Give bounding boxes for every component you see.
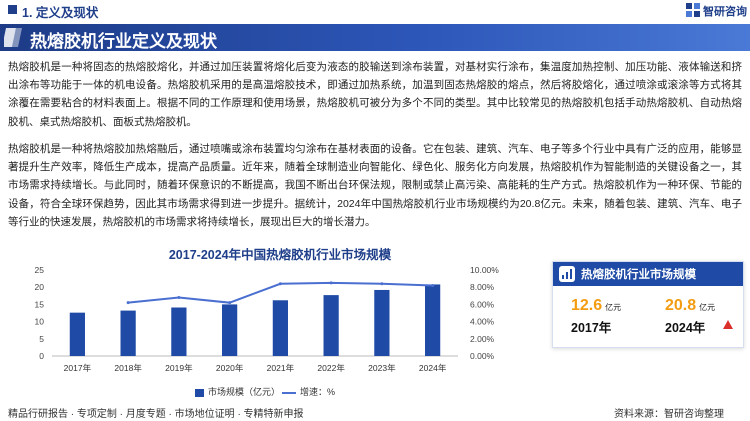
footer-source: 资料来源：智研咨询整理 xyxy=(614,409,724,420)
banner-decoration-icon xyxy=(4,28,22,47)
legend-line-label: 增速：% xyxy=(300,387,336,397)
brand-name: 智研咨询 xyxy=(703,6,747,18)
growth-point-2021年 xyxy=(278,282,282,286)
left-tick-label: 25 xyxy=(35,265,45,275)
footer: 精品行研报告 · 专项定制 · 月度专题 · 市场地位证明 · 专精特新申报 资… xyxy=(0,405,750,421)
legend-bar-label: 市场规模（亿元） xyxy=(208,387,281,397)
up-arrow-icon xyxy=(723,320,733,329)
x-tick-label: 2023年 xyxy=(368,363,396,373)
left-tick-label: 10 xyxy=(35,317,45,327)
growth-point-2024年 xyxy=(431,283,435,287)
bar-2017年 xyxy=(69,312,85,356)
bar-2024年 xyxy=(425,284,441,356)
footer-services: 精品行研报告 · 专项定制 · 月度专题 · 市场地位证明 · 专精特新申报 xyxy=(8,409,304,420)
year-2024: 2024年 xyxy=(665,321,706,335)
title-banner: 热熔胶机行业定义及现状 xyxy=(0,24,750,51)
x-tick-label: 2022年 xyxy=(317,363,345,373)
market-size-card: 热熔胶机行业市场规模 12.6 亿元 2017年 20.8 亿元 2024年 xyxy=(552,261,744,348)
right-tick-label: 2.00% xyxy=(470,334,495,344)
legend-line-swatch xyxy=(282,391,296,394)
right-tick-label: 0.00% xyxy=(470,351,495,361)
bar-2019年 xyxy=(171,307,187,356)
growth-point-2018年 xyxy=(126,301,130,305)
value-2017: 12.6 亿元 xyxy=(571,297,622,314)
top-bar: 1. 定义及现状 智研咨询 xyxy=(0,0,750,20)
growth-point-2020年 xyxy=(228,301,232,305)
left-tick-label: 15 xyxy=(35,299,45,309)
banner-title: 热熔胶机行业定义及现状 xyxy=(30,32,217,51)
x-tick-label: 2024年 xyxy=(419,363,447,373)
right-tick-label: 6.00% xyxy=(470,299,495,309)
x-tick-label: 2020年 xyxy=(216,363,244,373)
definition-paragraph: 热熔胶机是一种将固态的热熔胶熔化，并通过加压装置将熔化后变为液态的胶输送到涂布装… xyxy=(8,61,742,128)
growth-point-2022年 xyxy=(329,281,333,285)
section-title: 1. 定义及现状 xyxy=(22,6,99,20)
bar-2021年 xyxy=(272,300,288,356)
bar-2018年 xyxy=(120,310,136,356)
bar-2022年 xyxy=(323,295,339,356)
x-tick-label: 2021年 xyxy=(267,363,295,373)
growth-point-2023年 xyxy=(380,282,384,286)
bar-2023年 xyxy=(374,289,390,356)
x-tick-label: 2018年 xyxy=(114,363,142,373)
legend-bar-swatch xyxy=(195,388,204,397)
legend-bar: 市场规模（亿元） xyxy=(195,385,280,398)
status-paragraph: 热熔胶机是一种将热熔胶加热熔融后，通过喷嘴或涂布装置均匀涂布在基材表面的设备。它… xyxy=(8,143,742,228)
right-tick-label: 10.00% xyxy=(470,265,499,275)
x-tick-label: 2017年 xyxy=(64,363,92,373)
section-square-icon xyxy=(8,5,17,14)
year-2017: 2017年 xyxy=(571,321,612,335)
chart-icon xyxy=(559,266,575,282)
card-header: 热熔胶机行业市场规模 xyxy=(553,262,743,286)
left-tick-label: 0 xyxy=(39,351,44,361)
x-tick-label: 2019年 xyxy=(165,363,193,373)
bar-2020年 xyxy=(222,304,238,356)
card-title: 热熔胶机行业市场规模 xyxy=(581,269,696,281)
right-tick-label: 8.00% xyxy=(470,282,495,292)
chart-title: 2017-2024年中国热熔胶机行业市场规模 xyxy=(168,248,392,262)
right-tick-label: 4.00% xyxy=(470,317,495,327)
market-size-chart: 0 5 10 15 20 25 0.00% 2.00% 4.00% 6.00% 8.00% 10.00… xyxy=(35,265,500,373)
legend-line: 增速：% xyxy=(282,385,335,398)
brand-logo-icon xyxy=(686,3,700,17)
left-tick-label: 20 xyxy=(35,282,45,292)
left-tick-label: 5 xyxy=(39,334,44,344)
value-2024: 20.8 亿元 xyxy=(665,297,716,314)
growth-point-2019年 xyxy=(177,296,181,300)
